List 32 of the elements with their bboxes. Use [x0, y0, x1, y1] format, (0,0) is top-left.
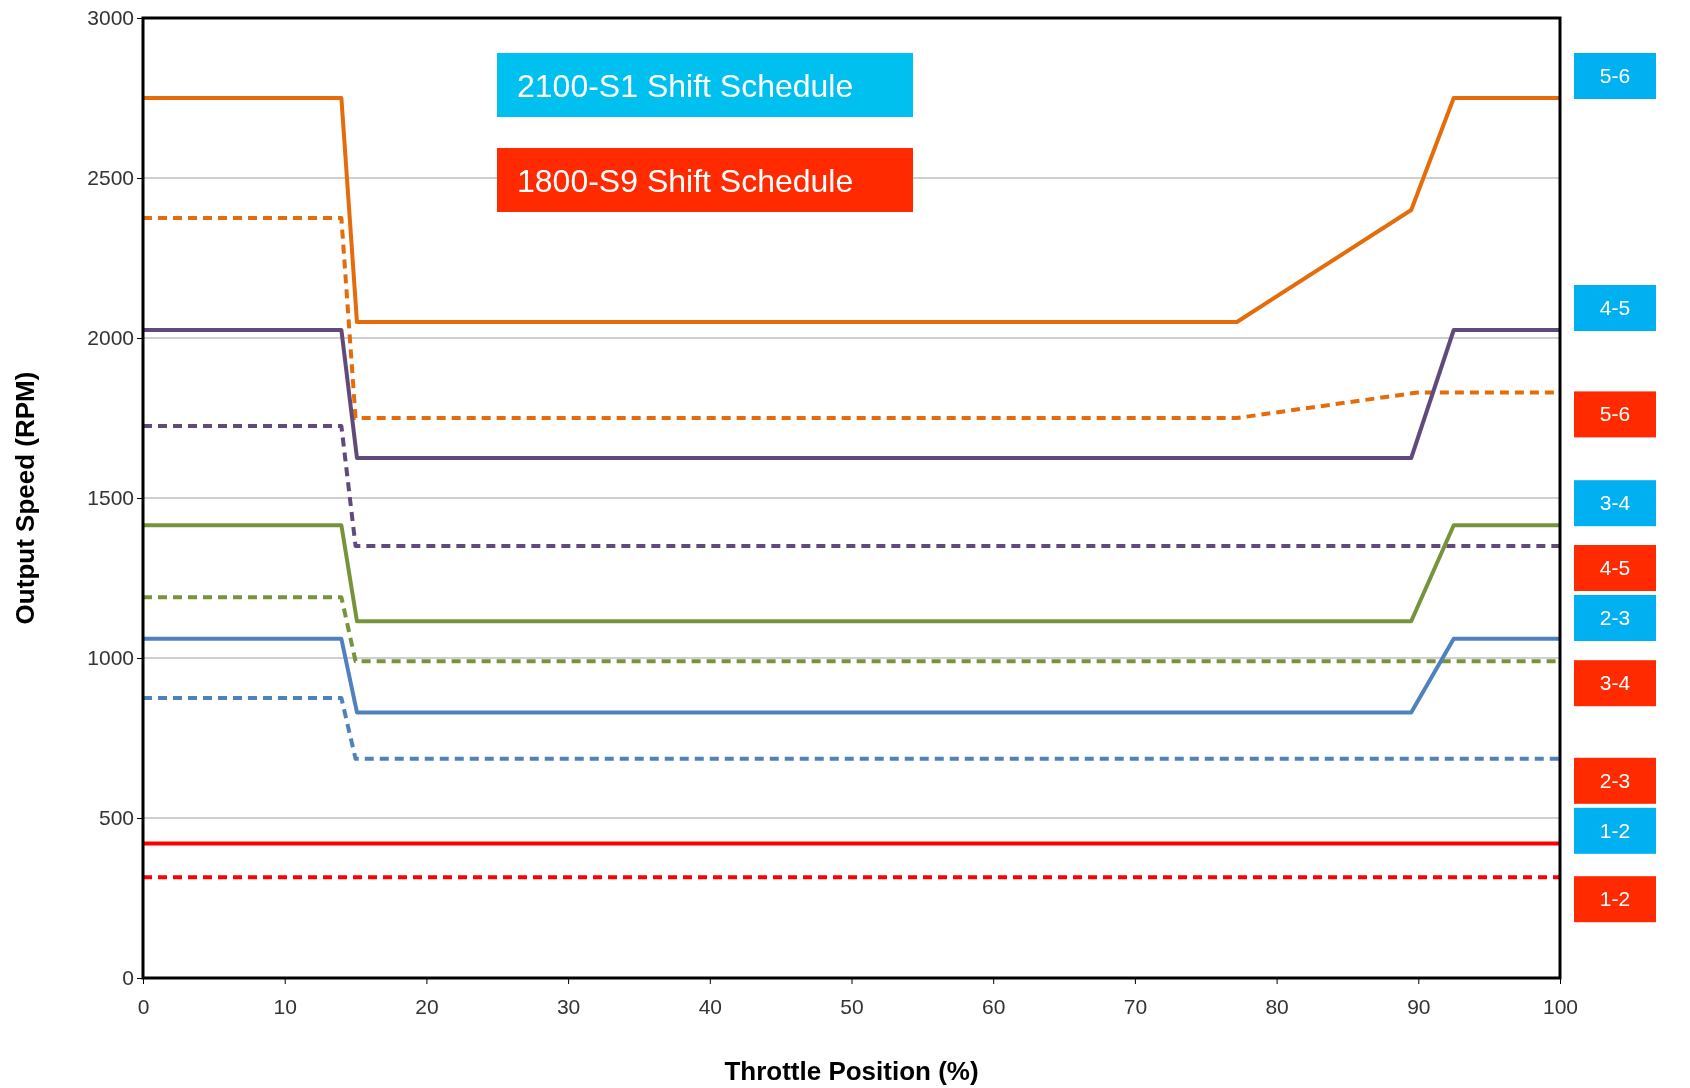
y-axis-title: Output Speed (RPM) [10, 371, 40, 625]
y-tick-label: 2000 [87, 326, 134, 350]
series-label: 2-3 [1599, 606, 1631, 629]
x-tick-label: 40 [698, 995, 722, 1019]
x-tick-label: 60 [982, 995, 1006, 1019]
x-axis-title: Throttle Position (%) [724, 1056, 979, 1086]
series-label: 5-6 [1599, 64, 1631, 87]
x-tick-label: 0 [137, 995, 150, 1019]
x-tick-label: 10 [273, 995, 297, 1019]
series-label: 2-3 [1599, 768, 1631, 792]
x-tick-label: 80 [1265, 995, 1289, 1019]
y-tick-label: 0 [122, 966, 134, 990]
series-label: 4-5 [1599, 556, 1631, 579]
series-label: 1-2 [1599, 818, 1631, 842]
series-label: 3-4 [1599, 671, 1631, 695]
y-tick-label: 1000 [87, 646, 134, 670]
x-tick-label: 30 [556, 995, 581, 1019]
y-tick-label: 2500 [87, 166, 134, 190]
series-label: 1-2 [1599, 887, 1631, 911]
x-tick-label: 50 [840, 995, 864, 1019]
x-tick-label: 100 [1542, 995, 1579, 1019]
annotation: 2100-S1 Shift Schedule [517, 68, 854, 104]
x-tick-label: 90 [1407, 995, 1431, 1019]
y-tick-label: 3000 [87, 6, 134, 30]
x-tick-label: 20 [415, 995, 439, 1019]
x-tick-label: 70 [1123, 995, 1148, 1019]
series-label: 5-6 [1599, 402, 1631, 426]
annotation: 1800-S9 Shift Schedule [517, 163, 854, 199]
series-label: 3-4 [1599, 491, 1631, 515]
y-tick-label: 1500 [87, 486, 134, 510]
series-label: 4-5 [1599, 296, 1631, 319]
y-tick-label: 500 [98, 806, 134, 830]
